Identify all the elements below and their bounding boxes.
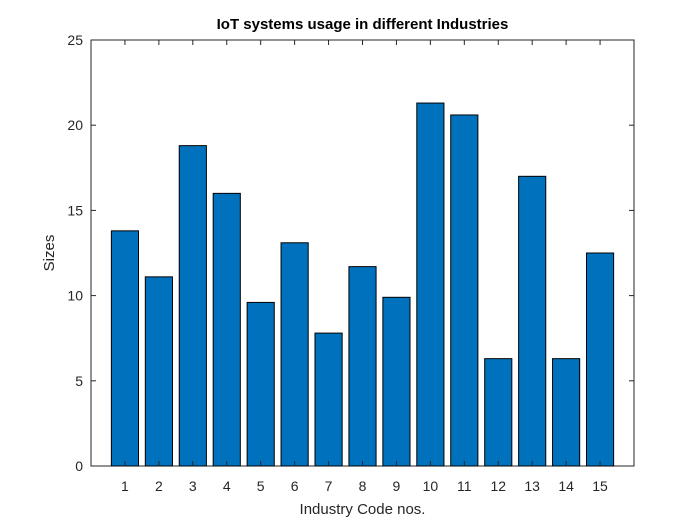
bar-3 [178, 145, 207, 467]
bar-15 [585, 252, 615, 467]
x-tick-label: 12 [490, 478, 506, 494]
bar-7 [314, 332, 343, 467]
y-axis-label: Sizes [41, 235, 58, 272]
y-tick-label: 0 [75, 458, 83, 474]
x-tick-label: 10 [423, 478, 439, 494]
bar-14 [552, 358, 581, 467]
bar-5 [246, 301, 275, 467]
x-tick-label: 8 [359, 478, 367, 494]
x-tick-label: 5 [257, 478, 265, 494]
x-tick-label: 11 [457, 478, 472, 494]
bar-6 [280, 242, 309, 467]
bar-9 [382, 296, 411, 467]
bar-1 [110, 230, 140, 467]
x-tick-label: 2 [155, 478, 163, 494]
x-tick-label: 7 [325, 478, 333, 494]
y-tick-label: 15 [67, 202, 83, 218]
bar-4 [212, 192, 241, 467]
bar-10 [416, 102, 445, 467]
bars-group [110, 102, 615, 467]
y-tick-label: 20 [67, 117, 83, 133]
x-tick-label: 3 [189, 478, 197, 494]
x-tick-label: 14 [558, 478, 574, 494]
bar-8 [348, 266, 377, 467]
bar-2 [144, 276, 173, 467]
bar-11 [450, 114, 479, 467]
bar-12 [484, 358, 513, 467]
x-tick-label: 4 [223, 478, 231, 494]
x-tick-label: 15 [592, 478, 608, 494]
x-tick-label: 1 [121, 478, 129, 494]
x-tick-label: 9 [393, 478, 401, 494]
y-tick-label: 25 [67, 32, 83, 48]
y-ticks-group: 0 5 10 15 20 25 [67, 32, 634, 474]
x-ticks-group: 1 2 3 4 5 6 7 8 9 10 11 12 13 14 15 [121, 40, 608, 494]
y-tick-label: 10 [67, 288, 83, 304]
y-tick-label: 5 [75, 373, 83, 389]
x-tick-label: 13 [524, 478, 540, 494]
chart-title: IoT systems usage in different Industrie… [217, 16, 509, 33]
x-tick-label: 6 [291, 478, 299, 494]
bar-13 [518, 175, 547, 467]
x-axis-label: Industry Code nos. [300, 501, 426, 518]
